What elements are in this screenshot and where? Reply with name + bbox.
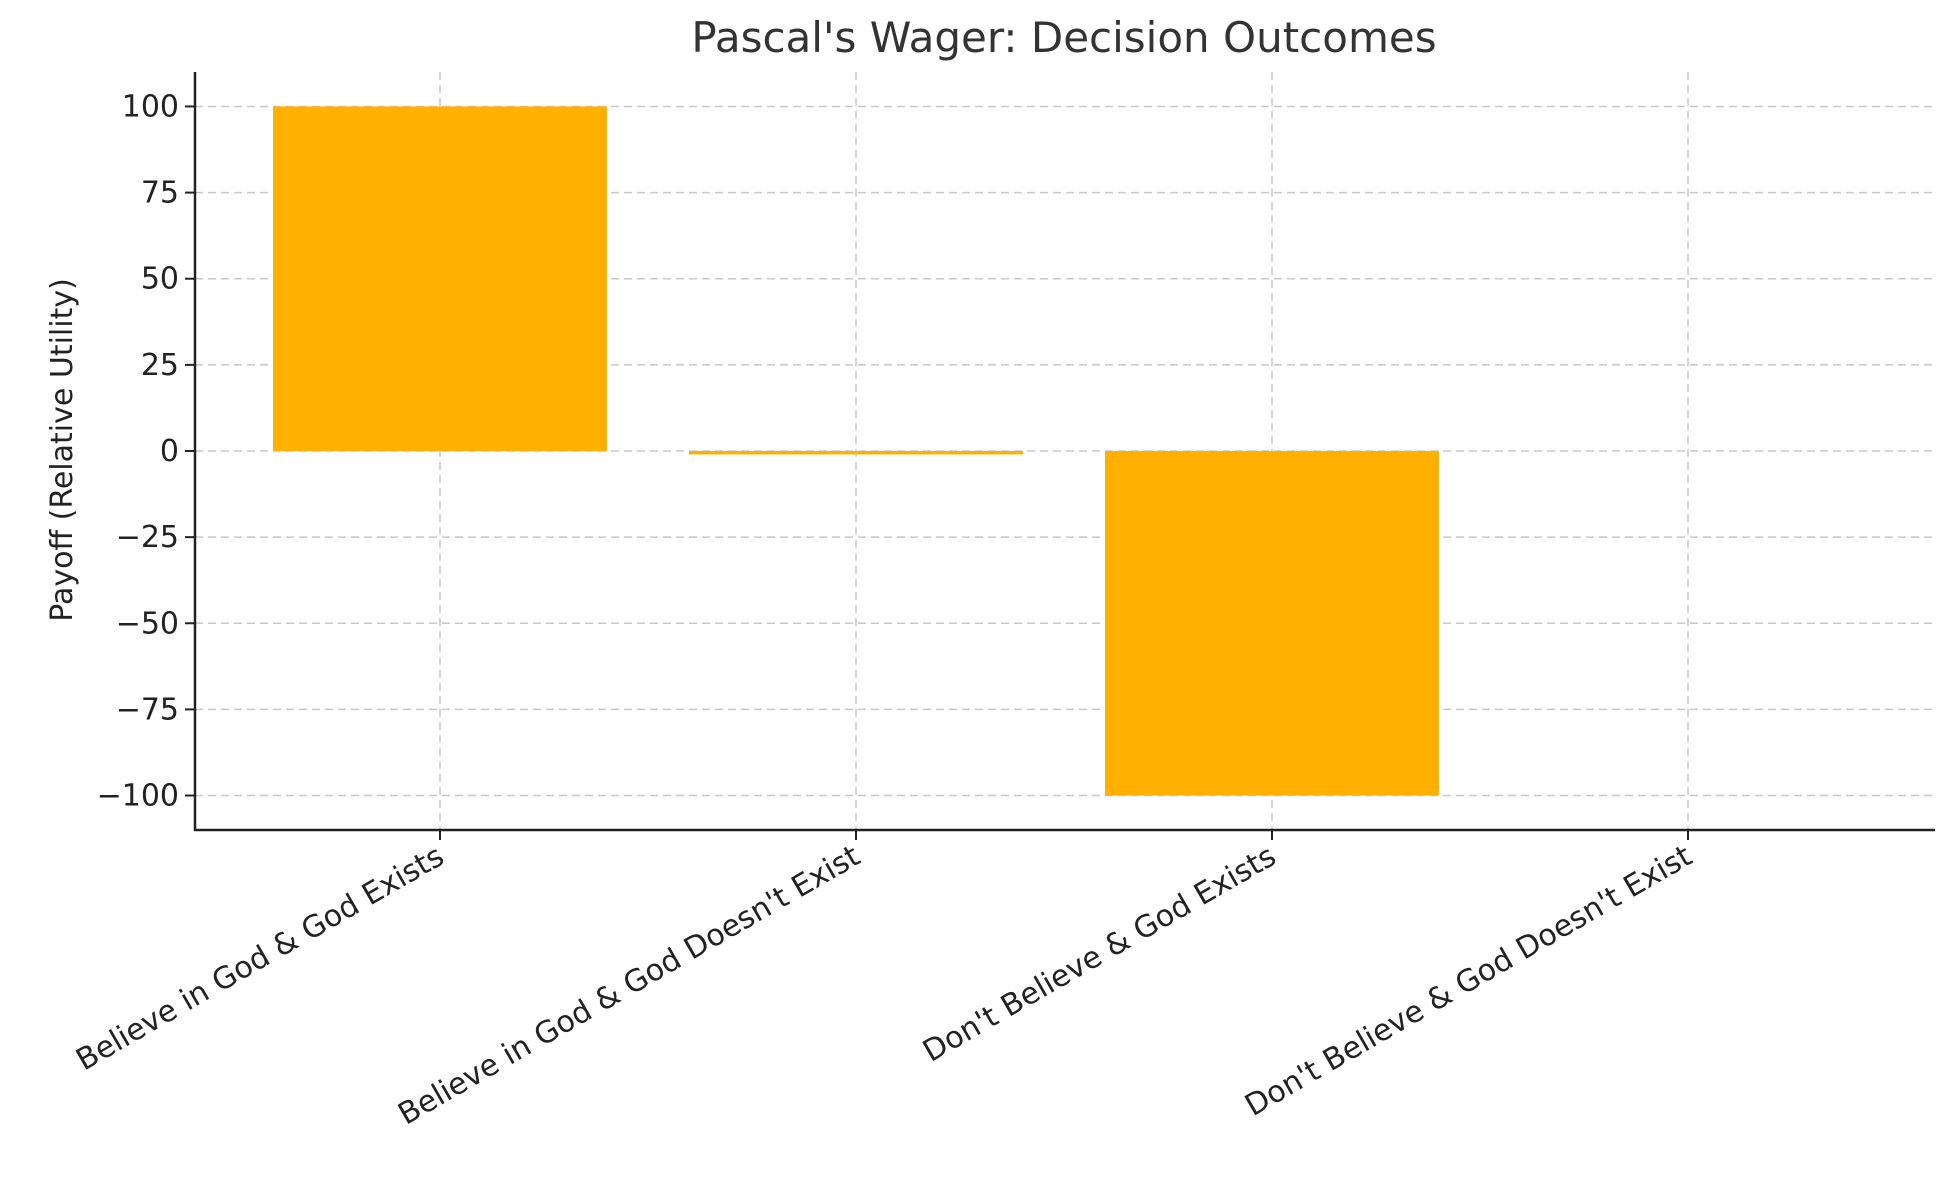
y-tick-label: 100 <box>122 89 179 124</box>
y-tick-label: −100 <box>97 779 179 814</box>
y-ticks: 100 75 50 25 0 −25 −50 −75 −100 <box>97 89 195 814</box>
x-tick-label: Believe in God & God Exists <box>70 839 450 1078</box>
bars <box>273 106 1439 796</box>
y-tick-label: −25 <box>116 520 179 555</box>
x-tick-label: Don't Believe & God Doesn't Exist <box>1239 839 1698 1124</box>
chart-title: Pascal's Wager: Decision Outcomes <box>691 13 1436 62</box>
y-tick-label: −50 <box>116 606 179 641</box>
x-tick-label: Believe in God & God Doesn't Exist <box>392 839 866 1133</box>
x-tick-label: Don't Believe & God Exists <box>917 839 1282 1070</box>
bar <box>273 106 607 452</box>
y-tick-label: 25 <box>141 348 179 383</box>
y-tick-label: 0 <box>160 434 179 469</box>
bar <box>689 451 1023 455</box>
y-tick-label: 75 <box>141 176 179 211</box>
bar <box>1105 451 1439 796</box>
y-axis-label: Payoff (Relative Utility) <box>45 278 80 622</box>
y-tick-label: −75 <box>116 692 179 727</box>
y-tick-label: 50 <box>141 262 179 297</box>
